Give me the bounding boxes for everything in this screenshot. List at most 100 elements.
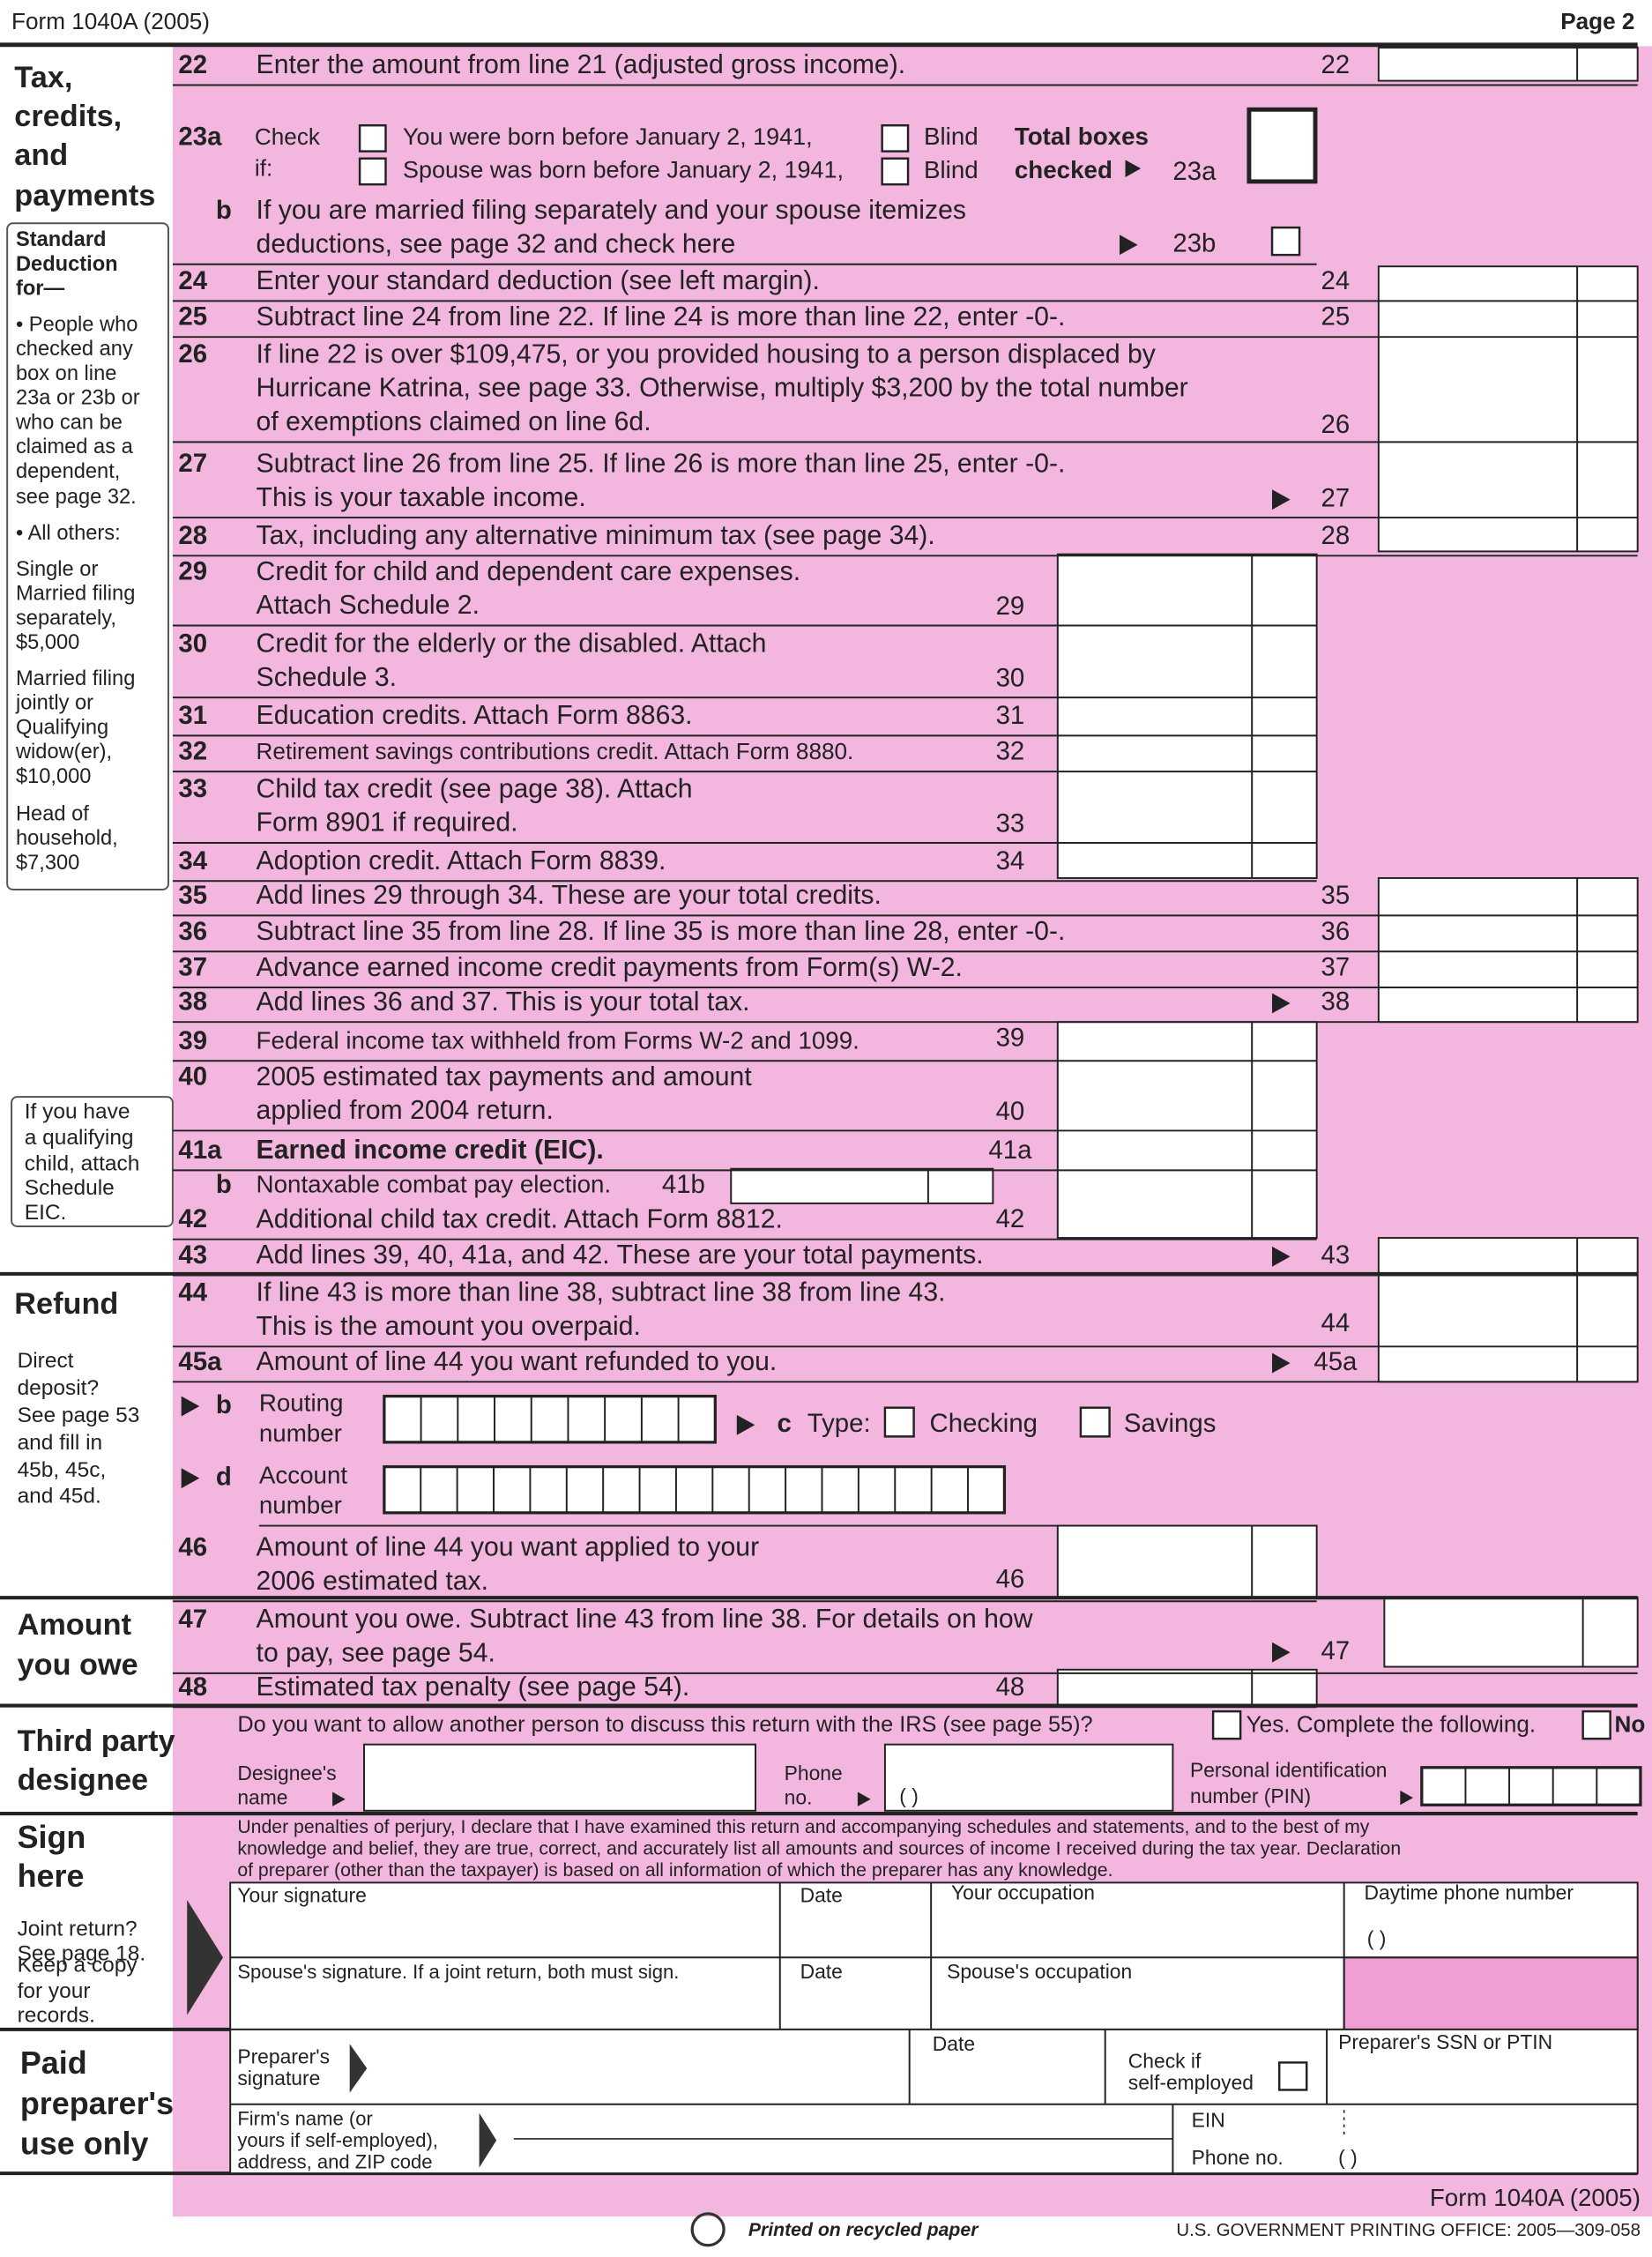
label: ( ) (1367, 1927, 1387, 1950)
line-ref: 48 (996, 1672, 1025, 1702)
label: and 45d. (18, 1484, 101, 1508)
label: ( ) (899, 1784, 919, 1807)
arrow (1272, 489, 1291, 510)
line-number: 33 (178, 774, 207, 803)
line-number: 42 (178, 1204, 207, 1233)
arrow (1400, 1790, 1414, 1806)
form-name: Form 1040A (2005) (11, 8, 210, 34)
arrow (181, 1468, 200, 1489)
label: number (PIN) (1190, 1784, 1311, 1807)
line-text: This is your taxable income. (257, 483, 586, 512)
label: Printed on recycled paper (748, 2220, 979, 2240)
line-text: Tax, including any alternative minimum t… (257, 521, 935, 550)
box (1056, 1668, 1318, 1707)
line-text: Subtract line 26 from line 25. If line 2… (257, 449, 1066, 478)
line-number: b (216, 1170, 232, 1199)
label: and (14, 138, 68, 172)
checkbox (881, 157, 910, 186)
line-ref: 47 (1321, 1636, 1351, 1665)
line-text: Amount of line 44 you want applied to yo… (257, 1533, 760, 1562)
label: who can be (15, 411, 123, 434)
checkbox (358, 157, 387, 186)
line-text: Form 8901 if required. (257, 808, 518, 838)
label: c (777, 1409, 791, 1438)
box (1056, 553, 1318, 879)
line-number: 44 (178, 1277, 207, 1307)
label: 23a or 23b or (16, 387, 140, 410)
line-text: applied from 2004 return. (257, 1096, 554, 1125)
line-text: Attach Schedule 2. (257, 591, 480, 620)
line-text: Credit for child and dependent care expe… (257, 557, 801, 586)
line-text: of exemptions claimed on line 6d. (257, 407, 651, 436)
total-box (1246, 107, 1318, 184)
checkbox (1581, 1710, 1611, 1740)
line-ref: 37 (1321, 953, 1351, 982)
line-text: If line 22 is over $109,475, or you prov… (257, 339, 1157, 369)
line-text: Advance earned income credit payments fr… (257, 953, 963, 982)
preparer-grid (229, 2028, 1639, 2175)
label: Preparer's (237, 2045, 330, 2068)
line-text: Child tax credit (see page 38). Attach (257, 774, 693, 803)
label: Qualifying (16, 716, 108, 739)
checkbox (358, 123, 387, 153)
line-text: 2005 estimated tax payments and amount (257, 1062, 753, 1091)
label: yours if self-employed), (237, 2129, 438, 2151)
label: EIC. (25, 1201, 67, 1225)
label: U.S. GOVERNMENT PRINTING OFFICE: 2005—30… (1176, 2221, 1641, 2240)
box (730, 1167, 994, 1204)
label: Do you want to allow another person to d… (237, 1712, 1092, 1737)
line-ref: 27 (1321, 483, 1351, 512)
label: jointly or (15, 692, 93, 715)
label: Married filing (16, 583, 135, 606)
label: Refund (14, 1287, 118, 1321)
label: no. (785, 1786, 813, 1809)
line-text: This is the amount you overpaid. (257, 1312, 641, 1341)
label: Savings (1124, 1409, 1217, 1438)
checkbox (1277, 2061, 1308, 2091)
checkbox (1270, 226, 1301, 257)
label: Blind (924, 123, 979, 150)
line-text: Subtract line 35 from line 28. If line 3… (257, 917, 1066, 946)
label: household, (16, 827, 118, 850)
label: Paid (20, 2045, 87, 2081)
line-number: 38 (178, 987, 207, 1017)
label: Sign (18, 1819, 86, 1855)
line-ref: 31 (996, 701, 1025, 730)
label: Preparer's SSN or PTIN (1338, 2030, 1552, 2053)
line-ref: 42 (996, 1204, 1025, 1233)
label: Type: (807, 1409, 871, 1438)
line-ref: 38 (1321, 987, 1351, 1017)
label: Standard (16, 228, 107, 251)
label: If you have (25, 1100, 130, 1124)
line-number: 43 (178, 1240, 207, 1270)
checkbox (883, 1406, 915, 1438)
arrow (1272, 993, 1291, 1014)
label: Your occupation (951, 1881, 1095, 1903)
label: separately, (16, 607, 116, 629)
line-ref: 29 (996, 592, 1025, 621)
label: Daytime phone number (1365, 1881, 1574, 1903)
line-ref: 32 (996, 737, 1025, 766)
label: a qualifying (25, 1126, 134, 1150)
big-arrow (187, 1899, 224, 2015)
box (1056, 1524, 1318, 1599)
label: preparer's (20, 2085, 174, 2121)
label: if: (255, 155, 272, 182)
label: records. (18, 2004, 95, 2028)
line-text: Additional child tax credit. Attach Form… (257, 1204, 783, 1233)
label: Tax, (14, 61, 72, 94)
line-text: Credit for the elderly or the disabled. … (257, 629, 767, 658)
recycle-icon (690, 2212, 726, 2247)
sidebar-box (6, 222, 169, 891)
label: See page 18. (18, 1941, 146, 1965)
label: 23a (178, 123, 222, 152)
label: $7,300 (16, 852, 79, 875)
arrow (332, 1791, 346, 1806)
label: Schedule (25, 1176, 115, 1200)
line-ref: 23b (1172, 228, 1216, 257)
label: for your (18, 1979, 91, 2003)
line-number: 39 (178, 1026, 207, 1055)
line-number: 45a (178, 1347, 222, 1376)
label: Spouse's signature. If a joint return, b… (237, 1961, 679, 1983)
